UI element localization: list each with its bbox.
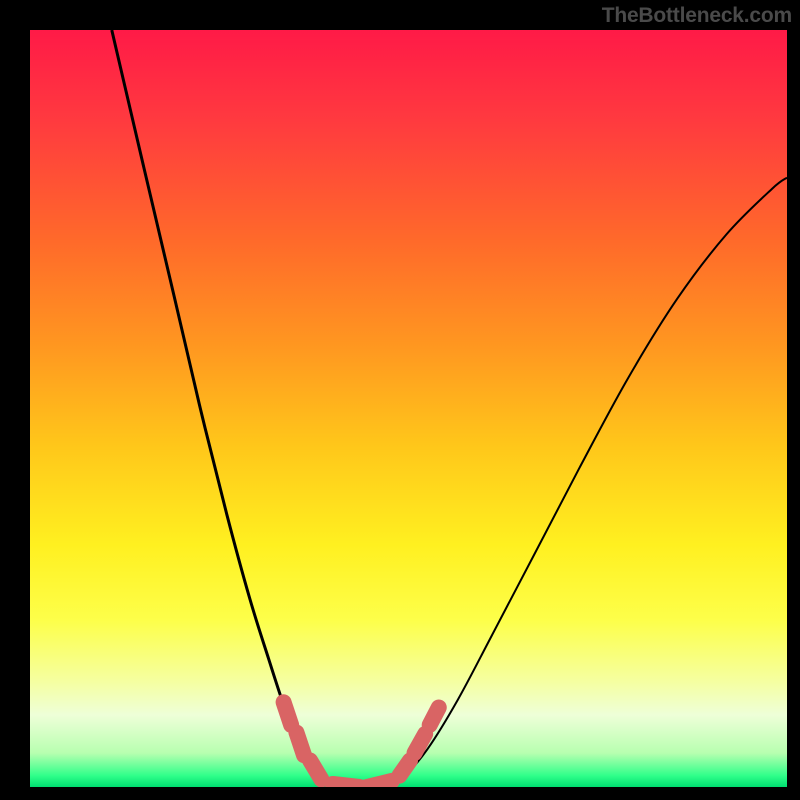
plot-background-gradient (30, 30, 787, 787)
marker-segment (367, 781, 392, 787)
marker-segment (296, 733, 304, 756)
marker-segment (430, 708, 439, 725)
marker-segment (399, 761, 410, 776)
watermark-text: TheBottleneck.com (602, 4, 792, 28)
marker-segment (415, 734, 426, 753)
marker-segment (310, 761, 321, 780)
marker-segment (333, 784, 360, 787)
bottleneck-curve-chart (0, 0, 800, 800)
marker-segment (284, 702, 292, 725)
chart-stage: TheBottleneck.com (0, 0, 800, 800)
